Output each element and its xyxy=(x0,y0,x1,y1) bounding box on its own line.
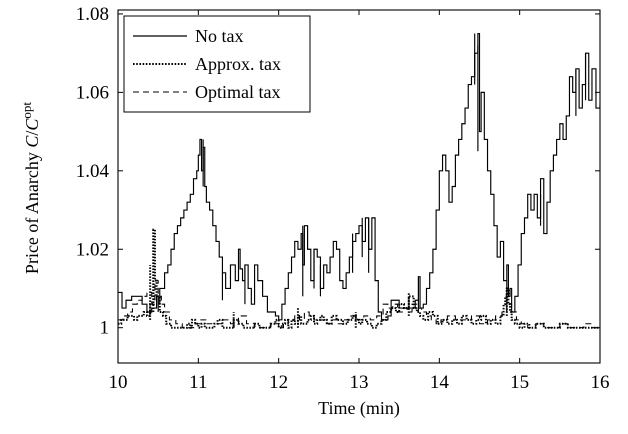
y-axis-label-c: C xyxy=(22,135,42,148)
x-tick-label: 13 xyxy=(350,372,369,393)
legend-label-approx-tax: Approx. tax xyxy=(195,54,281,74)
x-axis-label: Time (min) xyxy=(318,398,400,419)
legend-box xyxy=(123,15,311,113)
y-axis-label-prefix: Price of Anarchy xyxy=(22,148,42,274)
series-layer xyxy=(118,32,600,329)
series-line-approx-tax xyxy=(118,228,600,329)
y-tick-label: 1 xyxy=(100,318,110,339)
series-line-optimal-tax xyxy=(118,280,600,329)
legend: No tax Approx. tax Optimal tax xyxy=(123,15,311,113)
y-axis-label-sup: opt xyxy=(19,102,34,119)
y-axis-label-slash: / xyxy=(22,131,42,136)
svg-text:Price of Anarchy C/Copt: Price of Anarchy C/Copt xyxy=(19,102,42,275)
x-tick-label: 14 xyxy=(430,372,450,393)
legend-label-optimal-tax: Optimal tax xyxy=(195,82,280,102)
y-tick-label: 1.08 xyxy=(76,4,109,25)
x-tick-label: 15 xyxy=(510,372,529,393)
x-tick-label: 11 xyxy=(189,372,207,393)
y-tick-label: 1.06 xyxy=(76,82,109,103)
plot-frame xyxy=(117,9,601,364)
y-tick-label: 1.02 xyxy=(76,239,109,260)
y-tick-label: 1.04 xyxy=(76,161,110,182)
x-tick-label: 16 xyxy=(591,372,610,393)
x-tick-label: 10 xyxy=(109,372,128,393)
y-axis-label-c2: C xyxy=(22,118,42,131)
legend-label-no-tax: No tax xyxy=(195,26,244,46)
x-tick-label: 12 xyxy=(269,372,288,393)
y-axis-label: Price of Anarchy C/Copt xyxy=(19,102,42,275)
